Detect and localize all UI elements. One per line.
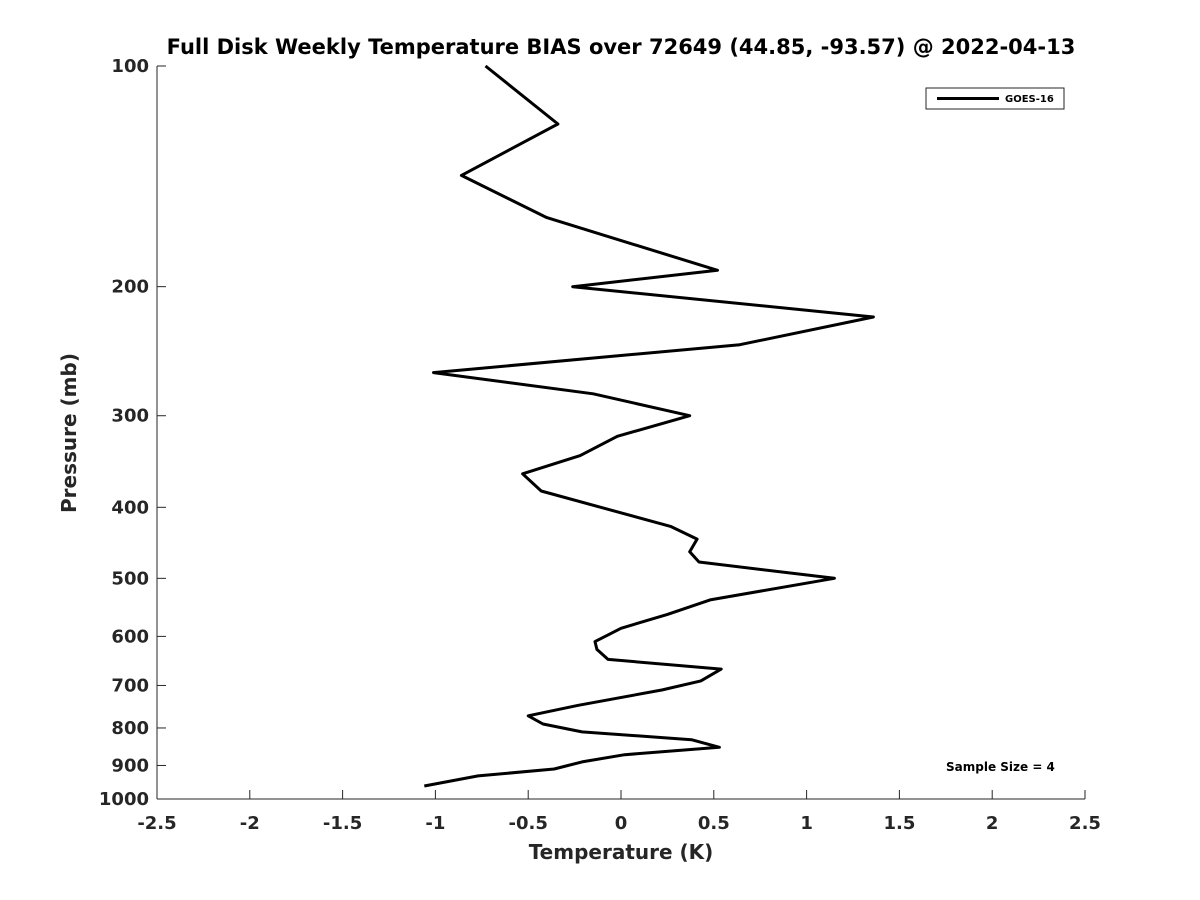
chart-title: Full Disk Weekly Temperature BIAS over 7… [167,35,1076,59]
x-tick-label: 2 [986,813,999,834]
y-tick-label: 900 [111,755,149,776]
x-tick-label: -1 [425,813,445,834]
y-tick-label: 500 [111,568,149,589]
y-tick-label: 700 [111,675,149,696]
x-tick-label: 1.5 [883,813,915,834]
y-tick-label: 100 [111,56,149,77]
y-tick-label: 300 [111,406,149,427]
y-axis-label: Pressure (mb) [57,353,81,513]
x-tick-label: 2.5 [1069,813,1101,834]
x-axis-label: Temperature (K) [529,840,714,864]
sample-size-annotation: Sample Size = 4 [946,760,1055,774]
y-tick-label: 400 [111,497,149,518]
y-tick-label: 600 [111,626,149,647]
x-tick-label: 0.5 [698,813,730,834]
x-tick-label: 1 [800,813,813,834]
y-tick-label: 200 [111,277,149,298]
x-tick-label: -1.5 [323,813,362,834]
legend: GOES-16 [925,87,1065,110]
x-ticks: -2.5 -2 -1.5 -1 -0.5 0 0.5 1 1.5 2 2.5 [137,790,1101,834]
y-tick-label: 800 [111,718,149,739]
x-tick-label: -2 [240,813,260,834]
legend-label: GOES-16 [1005,94,1054,105]
x-tick-label: -0.5 [509,813,548,834]
series-layer [424,64,875,788]
y-ticks: 100 200 300 400 500 600 700 800 900 1000 [99,56,166,810]
y-tick-label: 1000 [99,789,149,810]
series-line-goes-16 [424,64,875,788]
x-tick-label: -2.5 [137,813,176,834]
x-tick-label: 0 [615,813,628,834]
